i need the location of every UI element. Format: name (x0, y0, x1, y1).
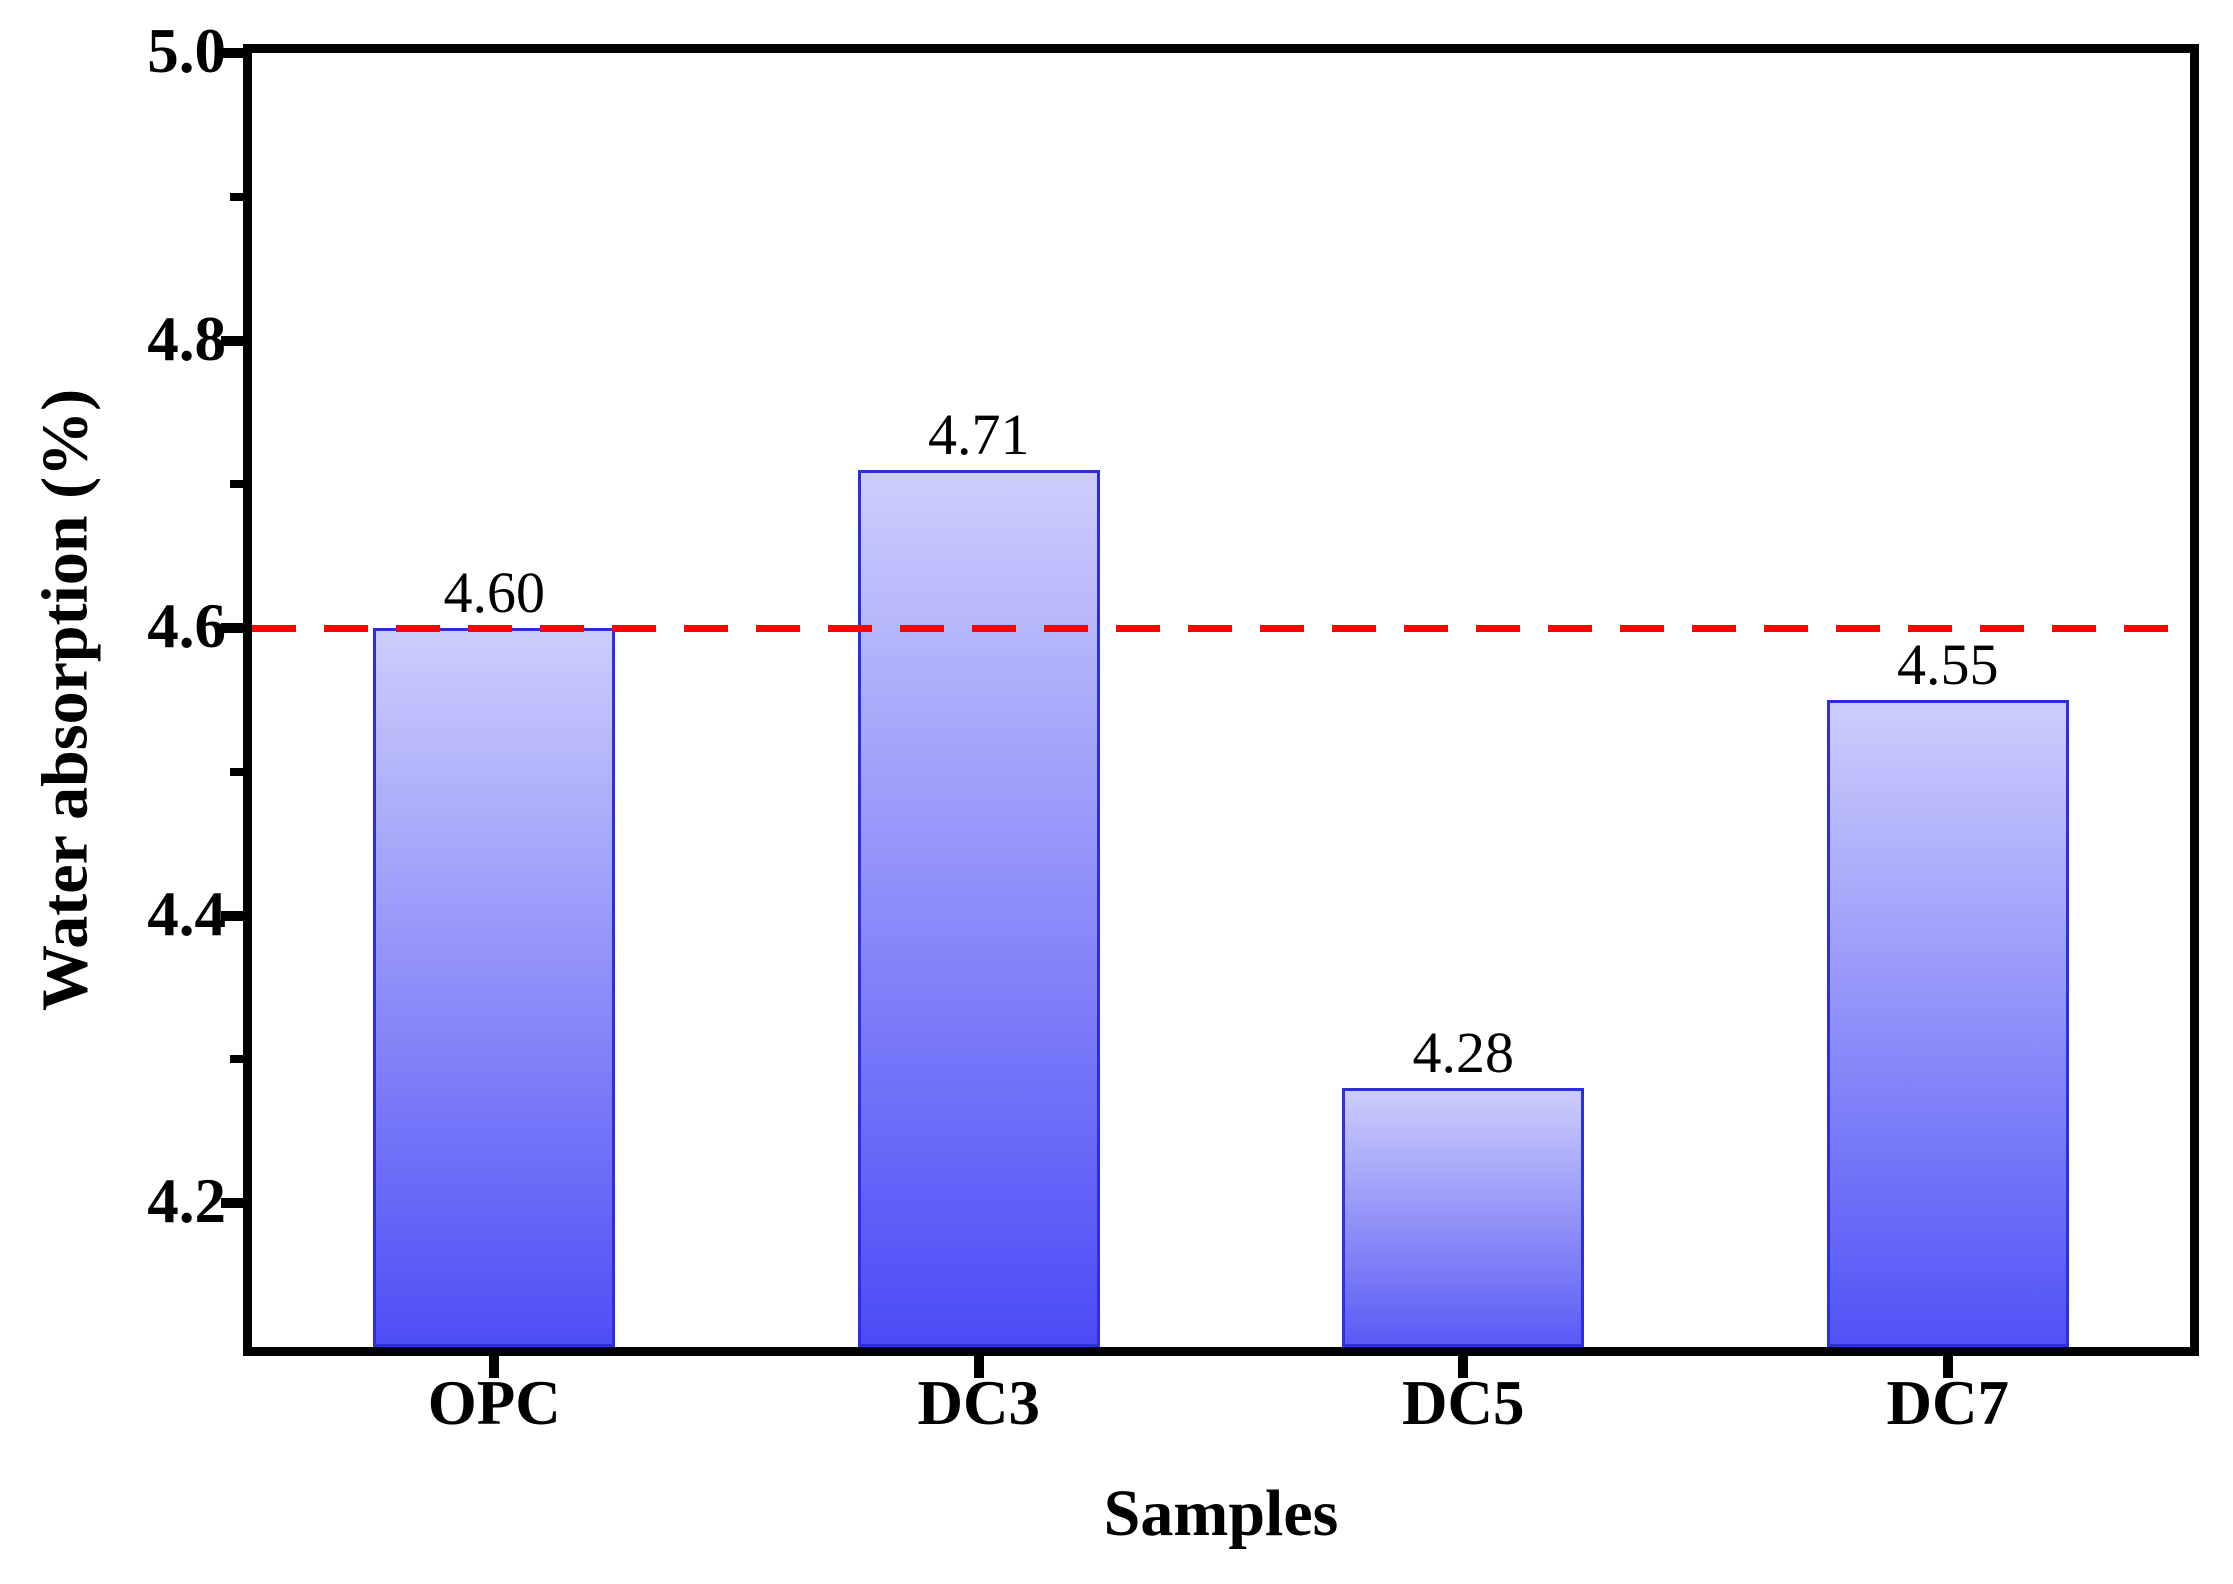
y-axis-major-tick (221, 1198, 243, 1209)
bar-value-label: 4.28 (1412, 1020, 1515, 1086)
x-tick-label-dc7: DC7 (1886, 1368, 2010, 1438)
y-axis-minor-tick (230, 192, 243, 201)
x-axis-tick (489, 1356, 500, 1378)
x-tick-label-dc3: DC3 (917, 1368, 1041, 1438)
plot-area: Water absorption (%) Samples 4.2 4.4 4.6 4.… (29, 20, 2199, 1550)
y-axis-major-tick (221, 48, 243, 58)
x-tick-label-opc: OPC (427, 1368, 561, 1438)
bar-dc7 (1826, 700, 2069, 1347)
y-axis-title: Water absorption (%) (28, 388, 102, 1012)
x-axis-tick (1458, 1356, 1469, 1378)
x-tick-label-dc5: DC5 (1402, 1368, 1525, 1438)
y-axis-major-tick (221, 335, 243, 346)
y-axis-major-tick (221, 910, 243, 921)
bar-value-label: 4.55 (1897, 632, 1999, 697)
x-axis-tick (973, 1356, 984, 1378)
y-axis-minor-tick (230, 480, 243, 489)
bar-opc (373, 628, 616, 1347)
y-tick-label: 4.2 (147, 1166, 226, 1237)
bar-dc3 (857, 469, 1100, 1347)
y-tick-label: 4.8 (147, 303, 226, 374)
x-axis-tick (1942, 1356, 1953, 1378)
y-tick-label: 5.0 (147, 16, 226, 87)
y-tick-label: 4.4 (147, 878, 226, 949)
reference-line (252, 624, 2190, 632)
y-tick-label: 4.6 (147, 591, 226, 662)
bar-dc5 (1342, 1088, 1585, 1347)
y-axis-major-tick (221, 623, 243, 634)
bar-value-label: 4.71 (928, 401, 1030, 467)
y-axis-minor-tick (230, 1055, 243, 1064)
bar-value-label: 4.60 (443, 560, 546, 626)
x-axis-title: Samples (1103, 1477, 1339, 1550)
y-axis-minor-tick (230, 767, 243, 776)
